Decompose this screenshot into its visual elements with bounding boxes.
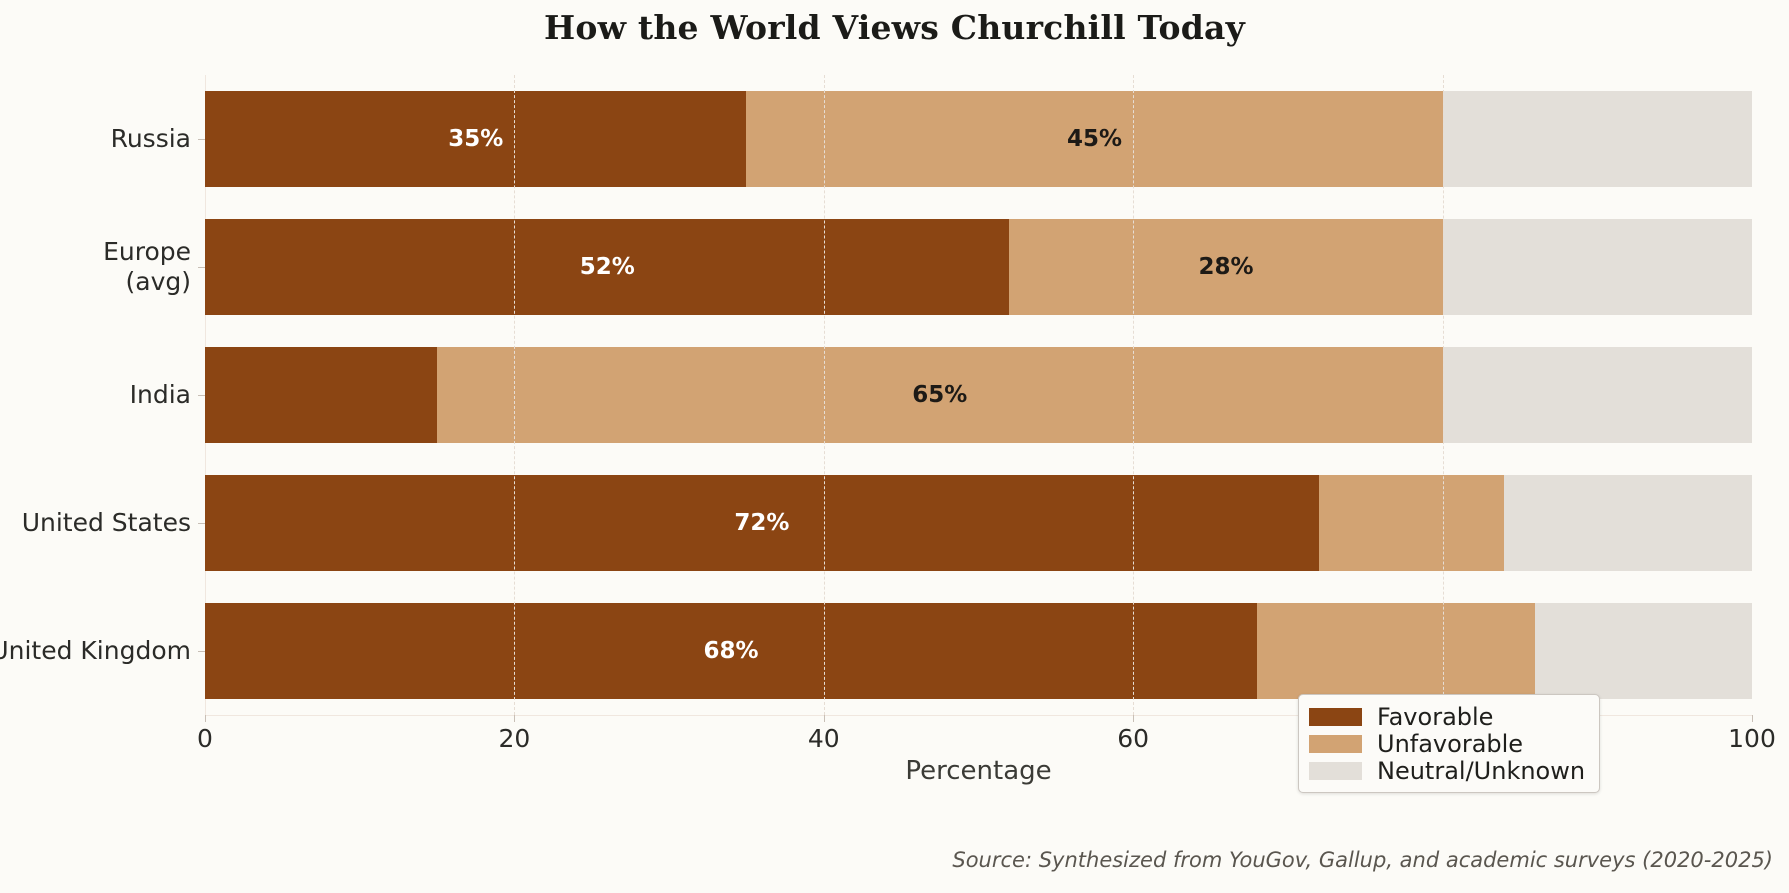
bar-segment-favorable[interactable]: 52% (205, 219, 1010, 315)
y-tick-mark (198, 395, 205, 396)
x-tick-label: 0 (197, 724, 213, 753)
legend-label: Unfavorable (1377, 729, 1524, 758)
bar-value-label: 68% (703, 638, 759, 664)
bar-segment-neutral-unknown[interactable] (1442, 347, 1752, 443)
bar-value-label: 28% (1198, 254, 1254, 280)
bar-segment-favorable[interactable]: 72% (205, 475, 1319, 571)
bar-segment-unfavorable[interactable]: 28% (1009, 219, 1443, 315)
legend-swatch (1309, 761, 1362, 780)
bar-segment-favorable[interactable]: 35% (205, 91, 747, 187)
source-note: Source: Synthesized from YouGov, Gallup,… (952, 848, 1773, 872)
bar-value-label: 72% (734, 510, 790, 536)
y-category-label: United States (21, 508, 191, 537)
x-tick-mark (1752, 715, 1753, 722)
x-tick-label: 60 (1117, 724, 1150, 753)
plot-area: 35% 45% 52% 28% 65% 72% 68% (205, 75, 1752, 715)
chart-title: How the World Views Churchill Today (544, 8, 1245, 47)
y-category-label: Russia (110, 124, 191, 153)
bar-row[interactable]: 68% (205, 603, 1752, 699)
bar-segment-favorable[interactable] (205, 347, 438, 443)
bar-segment-unfavorable[interactable]: 65% (437, 347, 1443, 443)
legend-swatch (1309, 734, 1362, 753)
bar-segment-neutral-unknown[interactable] (1504, 475, 1752, 571)
gridline (1442, 75, 1444, 715)
bar-value-label: 45% (1066, 126, 1123, 152)
bar-row[interactable]: 72% (205, 475, 1752, 571)
y-tick-mark (198, 523, 205, 524)
bar-row[interactable]: 52% 28% (205, 219, 1752, 315)
legend[interactable]: Favorable Unfavorable Neutral/Unknown (1298, 694, 1601, 793)
x-axis-line (205, 715, 1752, 716)
gridline (823, 75, 825, 715)
bar-value-label: 35% (448, 126, 504, 152)
legend-item[interactable]: Neutral/Unknown (1309, 756, 1586, 785)
gridline (1133, 75, 1135, 715)
y-category-label: United Kingdom (0, 636, 191, 665)
x-tick-mark (205, 715, 206, 722)
y-tick-mark (198, 267, 205, 268)
y-tick-mark (198, 651, 205, 652)
x-tick-mark (823, 715, 825, 722)
bar-row[interactable]: 65% (205, 347, 1752, 443)
gridline (514, 75, 516, 715)
bar-segment-unfavorable[interactable]: 45% (746, 91, 1443, 187)
legend-label: Favorable (1377, 702, 1494, 731)
legend-swatch (1309, 707, 1362, 726)
legend-item[interactable]: Favorable (1309, 702, 1585, 731)
y-category-label: India (129, 380, 191, 409)
bar-segment-unfavorable[interactable] (1318, 475, 1505, 571)
legend-label: Neutral/Unknown (1377, 756, 1586, 785)
x-tick-mark (514, 715, 516, 722)
x-tick-label: 40 (807, 724, 840, 753)
bar-segment-neutral-unknown[interactable] (1442, 219, 1752, 315)
x-tick-label: 100 (1728, 724, 1776, 753)
bar-value-label: 52% (579, 254, 635, 280)
bar-row[interactable]: 35% 45% (205, 91, 1752, 187)
bar-value-label: 65% (912, 382, 968, 408)
bar-segment-neutral-unknown[interactable] (1535, 603, 1752, 699)
bar-segment-unfavorable[interactable] (1256, 603, 1536, 699)
x-tick-mark (1133, 715, 1135, 722)
y-category-label: Europe (avg) (103, 237, 191, 296)
y-tick-mark (198, 139, 205, 140)
bar-segment-neutral-unknown[interactable] (1442, 91, 1752, 187)
x-axis-title: Percentage (905, 756, 1052, 786)
legend-item[interactable]: Unfavorable (1309, 729, 1585, 758)
x-tick-label: 20 (498, 724, 531, 753)
bar-segment-favorable[interactable]: 68% (205, 603, 1257, 699)
